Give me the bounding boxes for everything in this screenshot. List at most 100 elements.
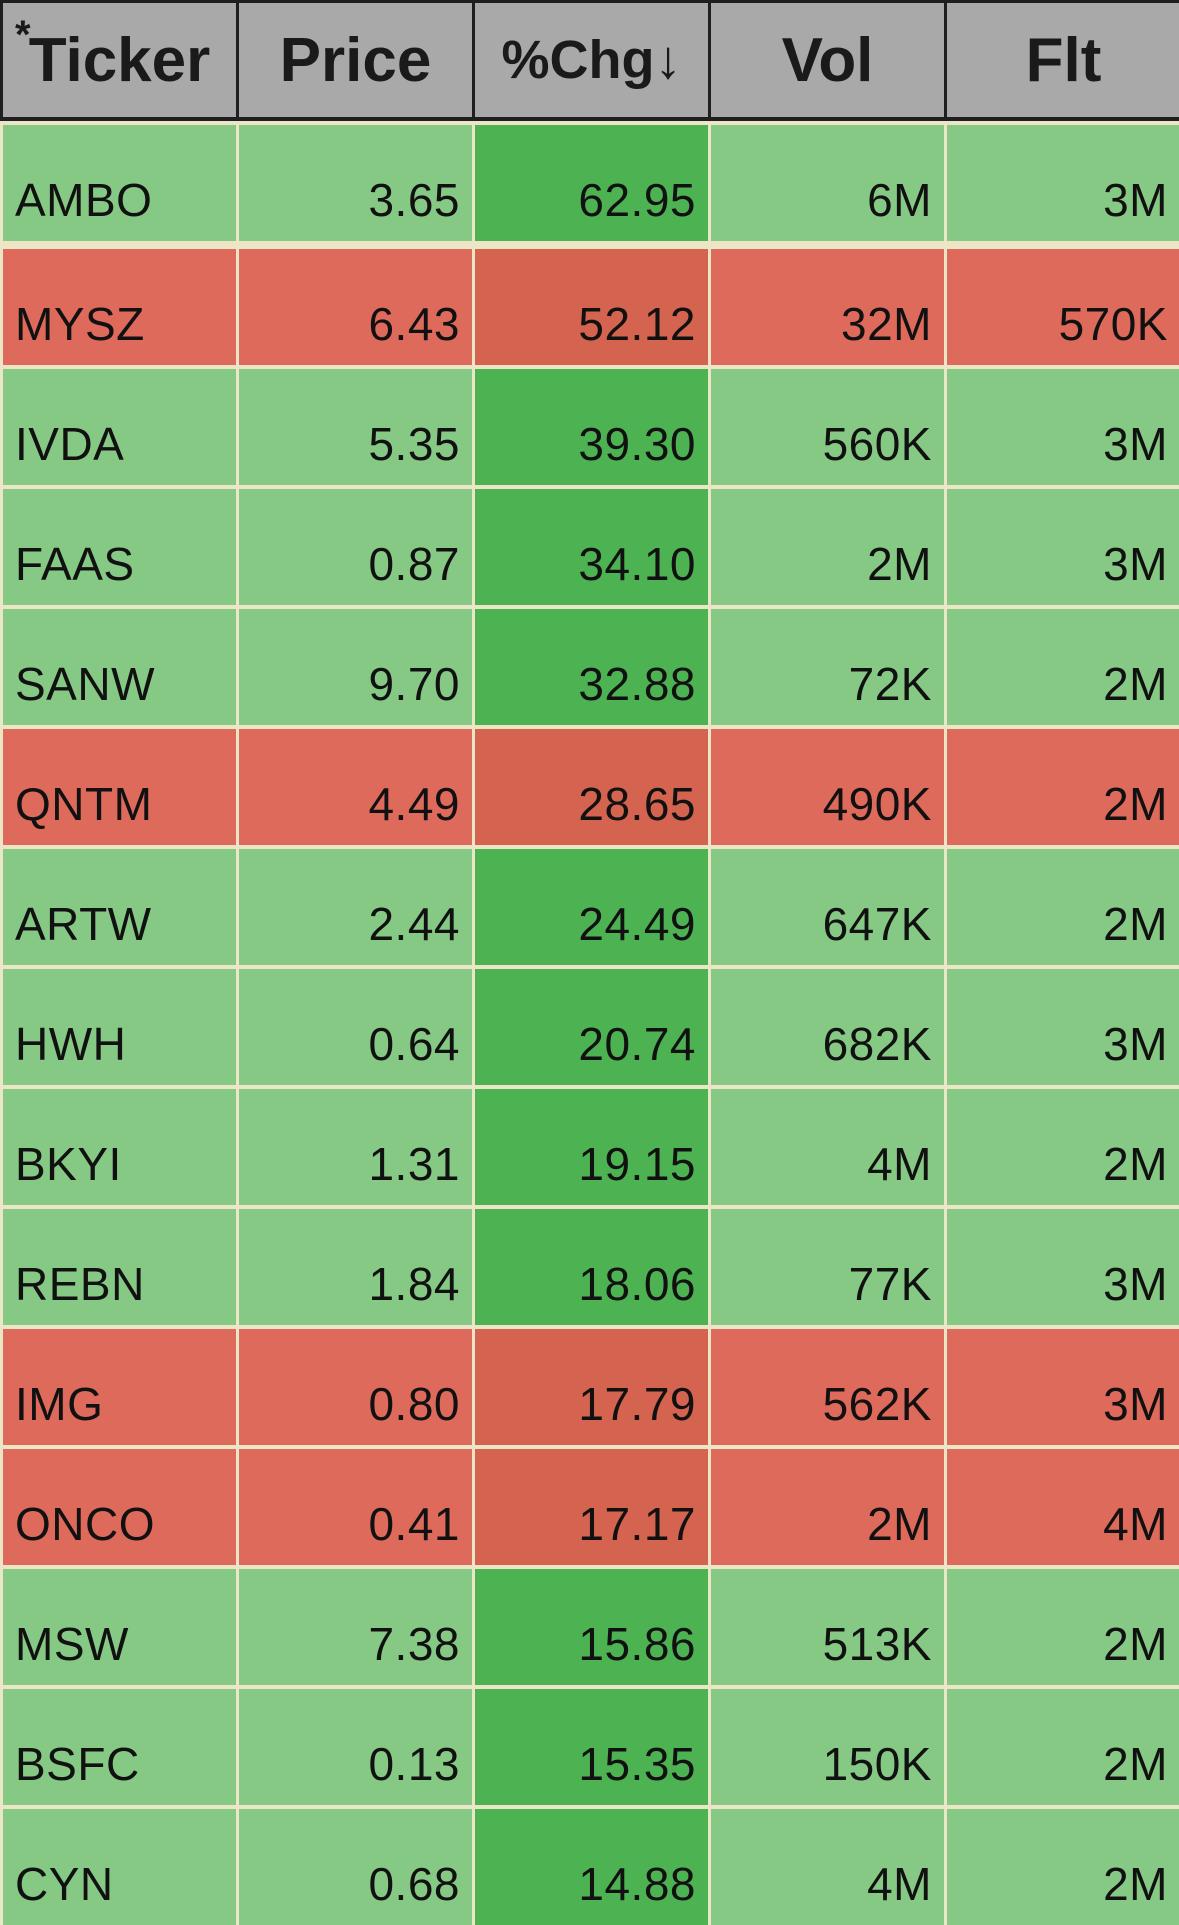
column-header-ticker[interactable]: * Ticker [3, 3, 236, 117]
float-cell: 570K [947, 249, 1179, 365]
float-cell: 3M [947, 1209, 1179, 1325]
table-row[interactable]: QNTM 4.49 28.65 490K 2M [0, 725, 1179, 845]
ticker-cell: BKYI [3, 1089, 236, 1205]
float-cell: 3M [947, 369, 1179, 485]
ticker-cell: SANW [3, 609, 236, 725]
volume-cell: 72K [711, 609, 944, 725]
favorites-star-marker: * [15, 13, 31, 57]
percent-change-cell: 28.65 [475, 729, 708, 845]
price-header-label: Price [279, 25, 432, 95]
percent-change-cell: 19.15 [475, 1089, 708, 1205]
table-row[interactable]: IMG 0.80 17.79 562K 3M [0, 1325, 1179, 1445]
column-header-percent-change[interactable]: %Chg↓ [475, 3, 708, 117]
price-cell: 4.49 [239, 729, 472, 845]
ticker-cell: HWH [3, 969, 236, 1085]
table-row[interactable]: FAAS 0.87 34.10 2M 3M [0, 485, 1179, 605]
ticker-cell: REBN [3, 1209, 236, 1325]
table-body: AMBO 3.65 62.95 6M 3M MYSZ 6.43 52.12 32M 570K IVD… [0, 121, 1179, 1925]
table-header: * Ticker Price %Chg↓ Vol Flt [0, 0, 1179, 121]
percent-change-cell: 62.95 [475, 125, 708, 241]
ticker-cell: QNTM [3, 729, 236, 845]
volume-cell: 4M [711, 1089, 944, 1205]
volume-cell: 682K [711, 969, 944, 1085]
percent-change-cell: 18.06 [475, 1209, 708, 1325]
ticker-cell: BSFC [3, 1689, 236, 1805]
ticker-cell: FAAS [3, 489, 236, 605]
float-cell: 2M [947, 1569, 1179, 1685]
float-cell: 2M [947, 849, 1179, 965]
price-cell: 0.80 [239, 1329, 472, 1445]
volume-cell: 647K [711, 849, 944, 965]
table-row[interactable]: BSFC 0.13 15.35 150K 2M [0, 1685, 1179, 1805]
table-row[interactable]: HWH 0.64 20.74 682K 3M [0, 965, 1179, 1085]
price-cell: 0.68 [239, 1809, 472, 1925]
price-cell: 5.35 [239, 369, 472, 485]
volume-cell: 2M [711, 1449, 944, 1565]
table-row[interactable]: ARTW 2.44 24.49 647K 2M [0, 845, 1179, 965]
float-cell: 2M [947, 729, 1179, 845]
volume-cell: 150K [711, 1689, 944, 1805]
ticker-header-label: Ticker [28, 25, 211, 95]
volume-cell: 4M [711, 1809, 944, 1925]
float-cell: 2M [947, 609, 1179, 725]
float-cell: 3M [947, 969, 1179, 1085]
volume-header-label: Vol [781, 25, 874, 95]
table-row[interactable]: IVDA 5.35 39.30 560K 3M [0, 365, 1179, 485]
table-row[interactable]: SANW 9.70 32.88 72K 2M [0, 605, 1179, 725]
ticker-cell: AMBO [3, 125, 236, 241]
percent-change-cell: 24.49 [475, 849, 708, 965]
table-row[interactable]: AMBO 3.65 62.95 6M 3M [0, 125, 1179, 245]
price-cell: 0.41 [239, 1449, 472, 1565]
table-row[interactable]: ONCO 0.41 17.17 2M 4M [0, 1445, 1179, 1565]
price-cell: 0.13 [239, 1689, 472, 1805]
volume-cell: 562K [711, 1329, 944, 1445]
price-cell: 0.64 [239, 969, 472, 1085]
volume-cell: 32M [711, 249, 944, 365]
percent-change-cell: 39.30 [475, 369, 708, 485]
percent-change-header-label: %Chg↓ [501, 30, 682, 90]
percent-change-cell: 34.10 [475, 489, 708, 605]
float-header-label: Flt [1025, 25, 1102, 95]
percent-change-cell: 52.12 [475, 249, 708, 365]
percent-change-cell: 17.79 [475, 1329, 708, 1445]
table-row[interactable]: MSW 7.38 15.86 513K 2M [0, 1565, 1179, 1685]
column-header-price[interactable]: Price [239, 3, 472, 117]
price-cell: 2.44 [239, 849, 472, 965]
volume-cell: 2M [711, 489, 944, 605]
ticker-cell: ARTW [3, 849, 236, 965]
percent-change-cell: 15.86 [475, 1569, 708, 1685]
percent-change-cell: 15.35 [475, 1689, 708, 1805]
price-cell: 7.38 [239, 1569, 472, 1685]
volume-cell: 560K [711, 369, 944, 485]
table-row[interactable]: BKYI 1.31 19.15 4M 2M [0, 1085, 1179, 1205]
volume-cell: 513K [711, 1569, 944, 1685]
percent-change-cell: 14.88 [475, 1809, 708, 1925]
float-cell: 3M [947, 489, 1179, 605]
float-cell: 3M [947, 1329, 1179, 1445]
ticker-cell: MSW [3, 1569, 236, 1685]
ticker-cell: CYN [3, 1809, 236, 1925]
volume-cell: 77K [711, 1209, 944, 1325]
percent-change-cell: 32.88 [475, 609, 708, 725]
column-header-float[interactable]: Flt [947, 3, 1179, 117]
table-row[interactable]: MYSZ 6.43 52.12 32M 570K [0, 245, 1179, 365]
price-cell: 6.43 [239, 249, 472, 365]
ticker-cell: IVDA [3, 369, 236, 485]
volume-cell: 6M [711, 125, 944, 241]
float-cell: 3M [947, 125, 1179, 241]
table-row[interactable]: CYN 0.68 14.88 4M 2M [0, 1805, 1179, 1925]
volume-cell: 490K [711, 729, 944, 845]
table-row[interactable]: REBN 1.84 18.06 77K 3M [0, 1205, 1179, 1325]
ticker-cell: ONCO [3, 1449, 236, 1565]
float-cell: 4M [947, 1449, 1179, 1565]
price-cell: 9.70 [239, 609, 472, 725]
price-cell: 1.31 [239, 1089, 472, 1205]
float-cell: 2M [947, 1809, 1179, 1925]
price-cell: 3.65 [239, 125, 472, 241]
percent-change-cell: 17.17 [475, 1449, 708, 1565]
price-cell: 1.84 [239, 1209, 472, 1325]
float-cell: 2M [947, 1689, 1179, 1805]
column-header-volume[interactable]: Vol [711, 3, 944, 117]
percent-change-cell: 20.74 [475, 969, 708, 1085]
